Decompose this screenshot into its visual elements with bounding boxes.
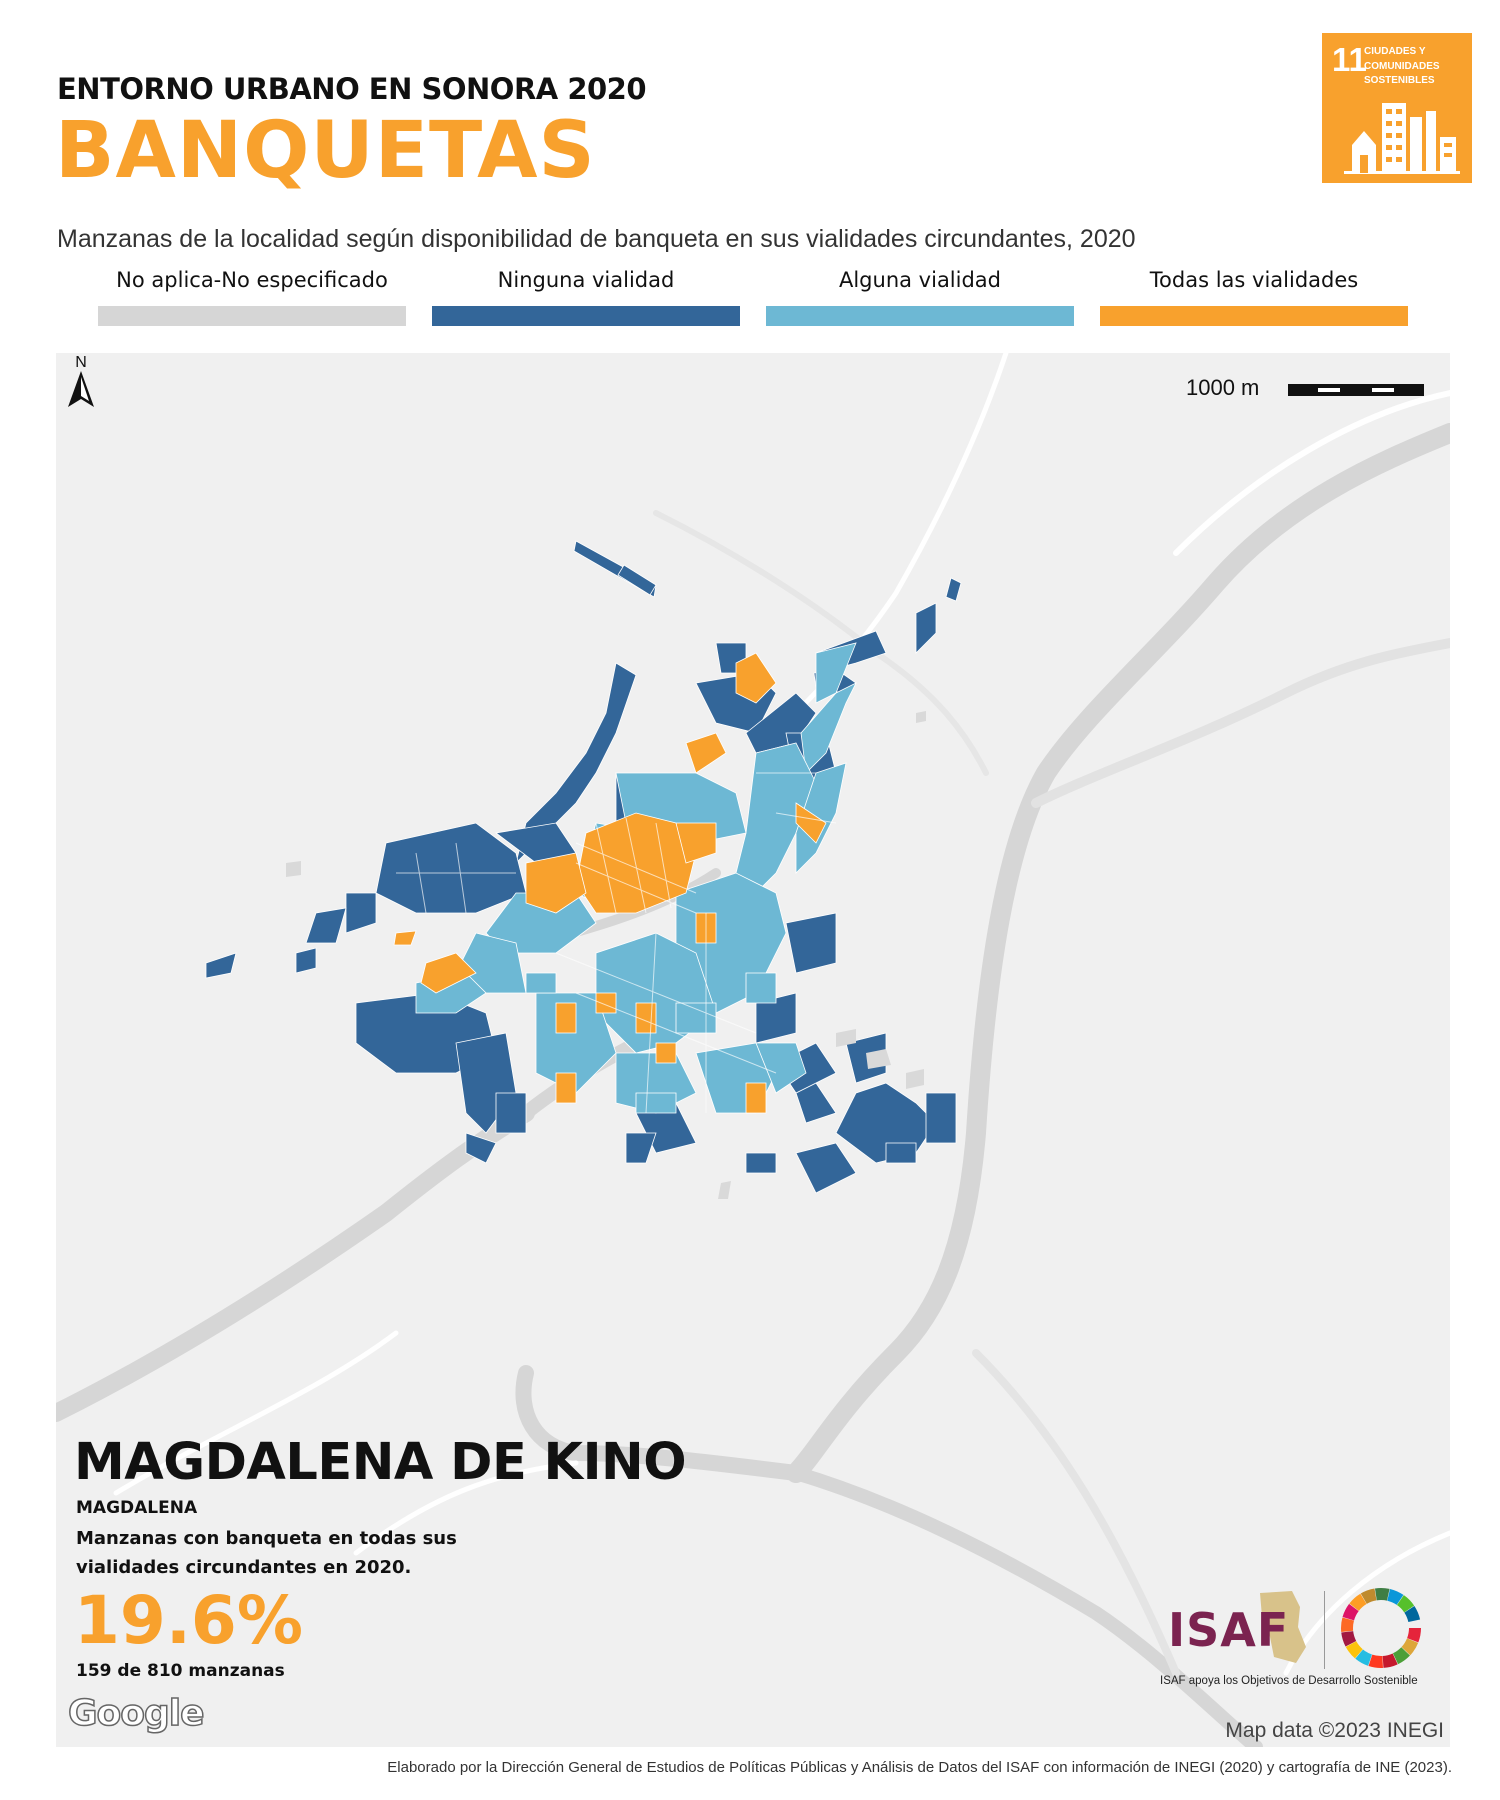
city-buildings-icon <box>1344 103 1460 174</box>
north-label: N <box>75 354 87 371</box>
legend-item-no-aplica: No aplica-No especificado <box>98 268 406 326</box>
sdg-11-badge: 11 CIUDADES Y COMUNIDADES SOSTENIBLES <box>1322 33 1472 183</box>
footer-credit: Elaborado por la Dirección General de Es… <box>387 1759 1452 1776</box>
isaf-logo: ISAF <box>1168 1603 1290 1657</box>
legend-swatch <box>98 306 406 326</box>
legend-item-todas: Todas las vialidades <box>1100 268 1408 326</box>
map-legend: No aplica-No especificado Ninguna vialid… <box>98 268 1408 328</box>
stat-description: Manzanas con banqueta en todas sus viali… <box>76 1528 457 1578</box>
scale-bar <box>1288 384 1424 396</box>
stat-count: 159 de 810 manzanas <box>76 1661 285 1681</box>
sonora-shape-icon <box>1260 1591 1306 1663</box>
isaf-logo-block: ISAF ISAF apoya los Obj <box>1156 1583 1446 1693</box>
municipality-name: MAGDALENA <box>76 1498 198 1518</box>
isaf-tagline: ISAF apoya los Objetivos de Desarrollo S… <box>1160 1675 1418 1687</box>
street-grid <box>396 772 837 1114</box>
legend-item-ninguna: Ninguna vialidad <box>432 268 740 326</box>
legend-label: No aplica-No especificado <box>116 268 388 292</box>
map-attribution: Map data ©2023 INEGI <box>1225 1719 1444 1742</box>
place-name: MAGDALENA DE KINO <box>74 1433 687 1492</box>
map-subtitle: Manzanas de la localidad según disponibi… <box>57 225 1136 253</box>
map-panel[interactable]: 1000 m N MAGDALENA DE KINO MAGDALENA Man… <box>56 353 1450 1747</box>
legend-swatch <box>432 306 740 326</box>
legend-swatch <box>1100 306 1408 326</box>
scale-label: 1000 m <box>1186 375 1260 400</box>
legend-label: Ninguna vialidad <box>497 268 675 292</box>
google-logo: Google <box>67 1692 205 1735</box>
north-arrow-icon: N <box>68 354 94 407</box>
kicker-title: ENTORNO URBANO EN SONORA 2020 <box>57 72 647 106</box>
logo-divider <box>1324 1591 1325 1669</box>
sdg-text: CIUDADES Y COMUNIDADES SOSTENIBLES <box>1364 46 1440 86</box>
map-canvas[interactable] <box>56 353 1450 1747</box>
legend-label: Alguna vialidad <box>838 268 1002 292</box>
sdg-wheel-icon <box>1341 1588 1421 1668</box>
legend-label: Todas las vialidades <box>1149 268 1359 292</box>
blocks-no-aplica <box>286 711 926 1199</box>
sdg-number: 11 <box>1332 41 1367 78</box>
page-title: BANQUETAS <box>55 106 596 196</box>
stat-percentage: 19.6% <box>74 1582 303 1659</box>
legend-swatch <box>766 306 1074 326</box>
legend-item-alguna: Alguna vialidad <box>766 268 1074 326</box>
blocks-todas-vialidades <box>393 652 827 1114</box>
